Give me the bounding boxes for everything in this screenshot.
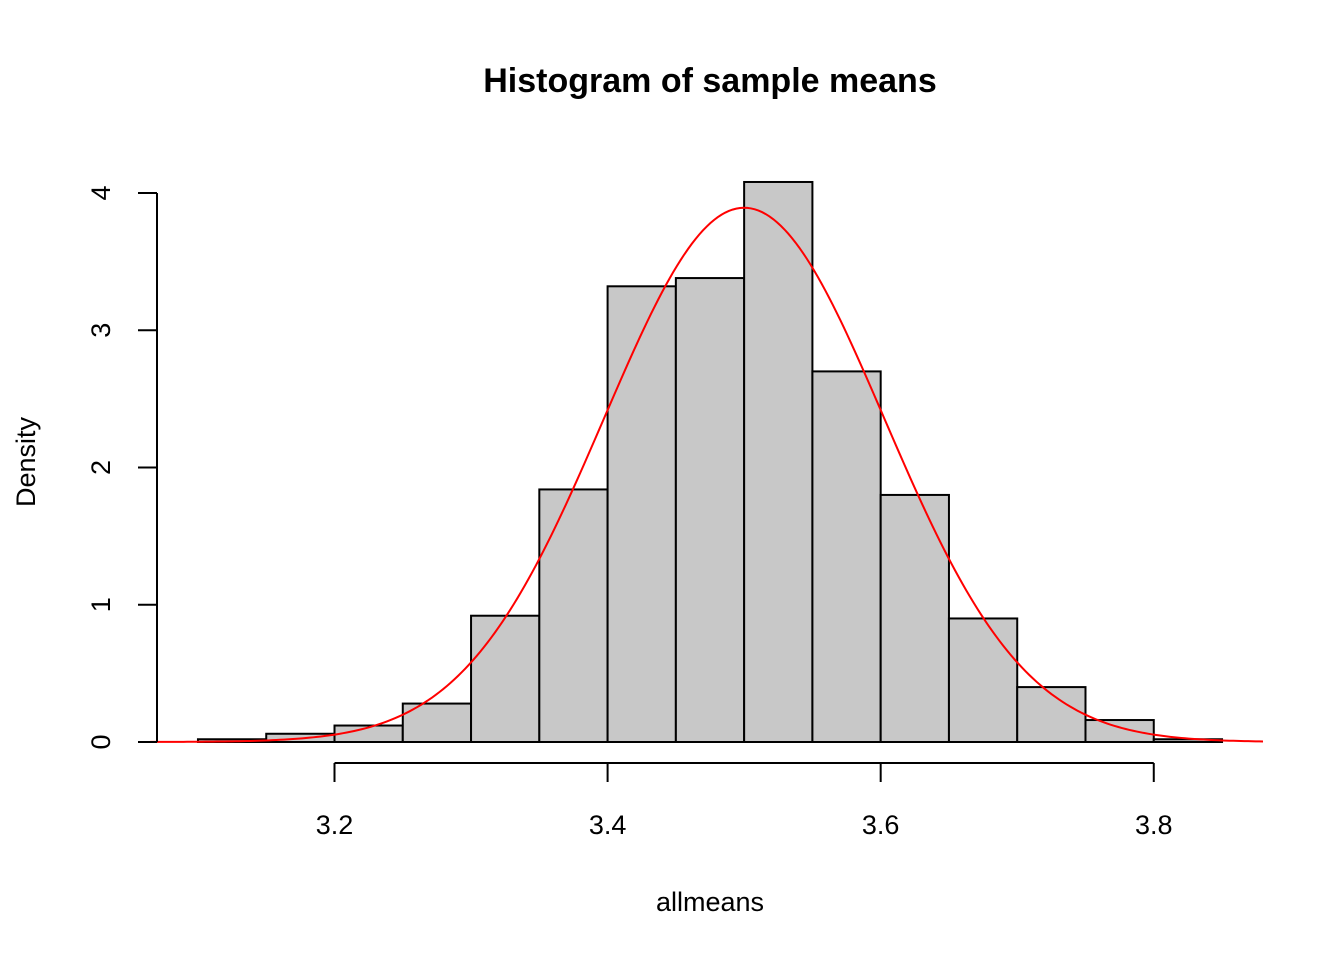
bars-group <box>196 180 1224 744</box>
histogram-bar <box>1084 719 1155 743</box>
x-tick-label: 3.2 <box>316 810 354 840</box>
histogram-bar <box>743 180 814 743</box>
x-axis-label: allmeans <box>656 887 764 917</box>
histogram-bar <box>674 277 746 743</box>
x-tick-label: 3.6 <box>862 810 900 840</box>
y-tick-label: 2 <box>86 460 116 475</box>
histogram-bar <box>947 617 1019 744</box>
histogram-bar <box>811 370 882 743</box>
histogram-bar <box>879 493 950 743</box>
histogram-bar <box>538 488 609 744</box>
x-tick-label: 3.8 <box>1135 810 1173 840</box>
y-tick-label: 0 <box>86 734 116 749</box>
y-tick-label: 1 <box>86 597 116 612</box>
histogram-bar <box>1016 686 1087 743</box>
histogram-bar <box>606 285 677 743</box>
x-tick-label: 3.4 <box>589 810 627 840</box>
x-axis: 3.2 3.4 3.6 3.8 <box>316 762 1173 840</box>
y-axis: 0 1 2 3 4 <box>86 185 158 750</box>
chart-title: Histogram of sample means <box>483 62 936 100</box>
density-curve <box>150 206 1264 743</box>
y-tick-label: 4 <box>86 185 116 200</box>
y-tick-label: 3 <box>86 323 116 338</box>
y-axis-label: Density <box>11 416 41 507</box>
histogram-bar <box>470 614 541 743</box>
